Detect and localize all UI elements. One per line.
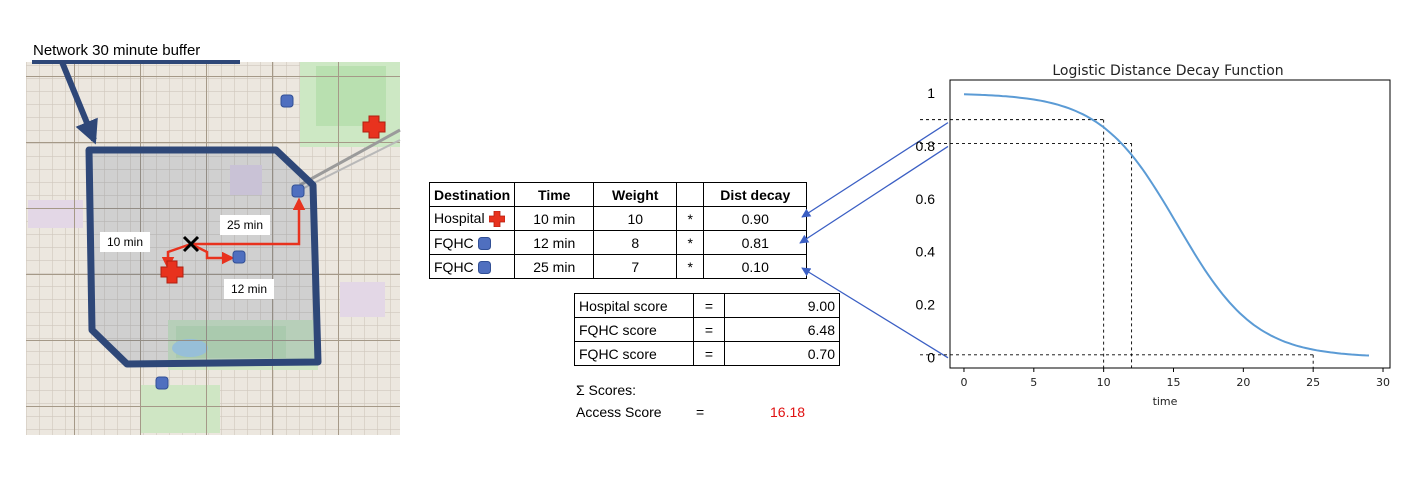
weight-cell: 8 — [593, 230, 678, 255]
hospital-cross-icon — [362, 115, 386, 139]
score-label: Hospital score — [574, 293, 694, 318]
time-cell: 25 min — [514, 254, 595, 279]
time-cell: 12 min — [514, 230, 595, 255]
decay-cell: 0.81 — [703, 230, 808, 255]
fqhc-square-icon — [291, 184, 305, 198]
red-cross-icon — [488, 211, 505, 228]
blue-square-icon — [477, 237, 491, 251]
table-row: Hospital 10 min 10 * 0.90 — [428, 206, 808, 231]
sum-scores-label: Σ Scores: — [576, 382, 637, 398]
destination-name: FQHC — [434, 234, 474, 251]
weight-cell: 7 — [593, 254, 678, 279]
destination-name: Hospital — [434, 209, 485, 226]
blue-square-icon — [477, 261, 491, 275]
score-table: Hospital score = 9.00 FQHC score = 6.48 … — [574, 293, 840, 366]
weight-cell: 10 — [593, 206, 678, 231]
header-operator — [676, 182, 705, 207]
operator-cell: * — [676, 254, 705, 279]
hospital-cross-icon — [160, 260, 184, 284]
score-equals: = — [693, 293, 725, 318]
buffer-callout — [32, 60, 240, 145]
header-time: Time — [514, 182, 595, 207]
route-label-10min: 10 min — [100, 232, 151, 252]
score-row: Hospital score = 9.00 — [574, 293, 840, 318]
header-weight: Weight — [593, 182, 678, 207]
score-equals: = — [693, 341, 725, 366]
buffer-title-label: Network 30 minute buffer — [33, 42, 201, 59]
header-dist-decay: Dist decay — [703, 182, 808, 207]
fqhc-square-icon — [280, 94, 294, 108]
route-label-12min: 12 min — [224, 279, 275, 299]
score-row: FQHC score = 6.48 — [574, 317, 840, 342]
score-equals: = — [693, 317, 725, 342]
header-destination: Destination — [428, 182, 516, 207]
buffer-polygon — [85, 146, 322, 368]
destination-table: Destination Time Weight Dist decay Hospi… — [428, 182, 808, 279]
fqhc-square-icon — [232, 250, 246, 264]
access-score-label: Access Score — [576, 404, 662, 420]
destination-name: FQHC — [434, 258, 474, 275]
fqhc-square-icon — [155, 376, 169, 390]
table-row: FQHC 12 min 8 * 0.81 — [428, 230, 808, 255]
score-label: FQHC score — [574, 341, 694, 366]
time-cell: 10 min — [514, 206, 595, 231]
destination-table-header: Destination Time Weight Dist decay — [428, 182, 808, 207]
decay-cell: 0.90 — [703, 206, 808, 231]
map-background — [26, 62, 401, 435]
route-label-25min: 25 min — [220, 215, 271, 235]
score-label: FQHC score — [574, 317, 694, 342]
access-score-value: 16.18 — [770, 404, 806, 420]
operator-cell: * — [676, 230, 705, 255]
score-row: FQHC score = 0.70 — [574, 341, 840, 366]
origin-x-icon — [182, 235, 200, 253]
access-score-equals: = — [696, 404, 705, 420]
operator-cell: * — [676, 206, 705, 231]
score-value: 0.70 — [724, 341, 840, 366]
decay-cell: 0.10 — [703, 254, 808, 279]
table-row: FQHC 25 min 7 * 0.10 — [428, 254, 808, 279]
score-value: 9.00 — [724, 293, 840, 318]
score-value: 6.48 — [724, 317, 840, 342]
